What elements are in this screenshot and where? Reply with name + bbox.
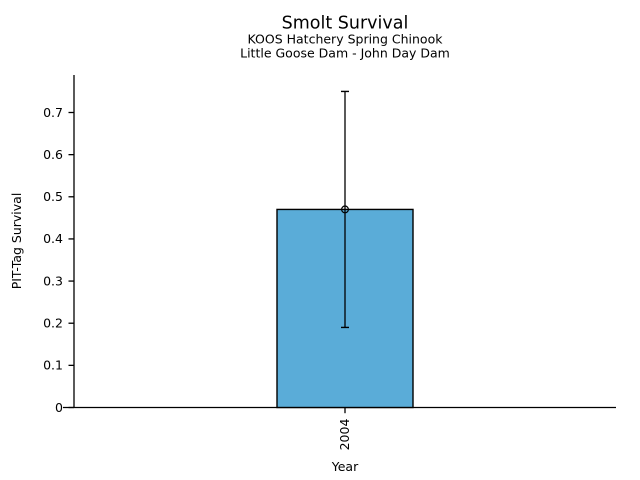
y-tick-label: 0.3 [43, 273, 63, 288]
chart-title: Smolt Survival [282, 14, 409, 34]
y-tick-label: 0.5 [43, 189, 63, 204]
y-tick-label: 0.7 [43, 105, 63, 120]
y-tick-label: 0.4 [43, 231, 63, 246]
chart-subtitle-line-2: Little Goose Dam - John Day Dam [240, 46, 450, 61]
x-tick-label-2004: 2004 [337, 419, 352, 451]
chart-subtitle-line-1: KOOS Hatchery Spring Chinook [248, 32, 444, 47]
bar-series [276, 90, 414, 409]
y-tick-label: 0.1 [43, 358, 63, 373]
y-tick-label: 0 [55, 400, 63, 415]
point-estimate-marker [341, 205, 350, 214]
axes: 0 0.1 0.2 0.3 0.4 0.5 0.6 0.7 [43, 75, 616, 415]
y-tick-label: 0.6 [43, 147, 63, 162]
y-axis-title: PIT-Tag Survival [9, 193, 24, 290]
x-axis-title: Year [331, 459, 359, 474]
y-tick-label: 0.2 [43, 316, 63, 331]
